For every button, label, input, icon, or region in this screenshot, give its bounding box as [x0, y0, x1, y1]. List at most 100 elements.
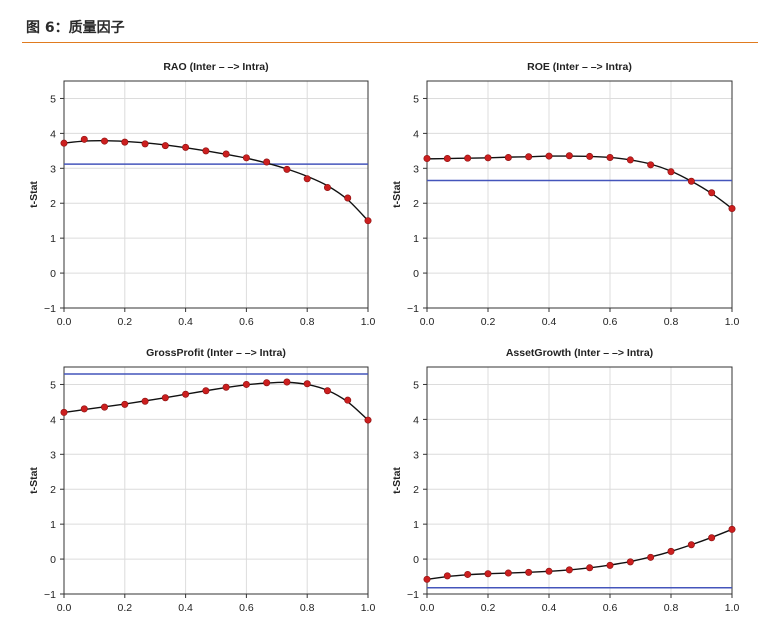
data-point	[504, 153, 512, 161]
y-axis-label: t-Stat	[28, 467, 40, 494]
axis-frame	[63, 80, 369, 309]
chart-panel-3: 0.0 0.2 0.4 0.6 0.8 1.0 −1 0 1 2 3 4 5 GrossProfit (I…	[28, 347, 375, 614]
data-point	[222, 383, 230, 391]
y-tick-label: 2	[50, 484, 56, 496]
fit-curve	[63, 139, 369, 222]
plot-area	[64, 367, 368, 594]
data-point	[323, 387, 331, 395]
data-point	[303, 380, 311, 388]
data-point	[423, 155, 431, 163]
data-point	[606, 153, 614, 161]
data-point	[161, 142, 169, 150]
data-point	[565, 152, 573, 160]
y-tick-label: 5	[413, 93, 419, 105]
data-point	[101, 137, 109, 145]
y-tick-label: 3	[413, 449, 419, 461]
chart-title: RAO (Inter – –> Intra)	[163, 61, 268, 73]
data-point	[708, 189, 716, 197]
x-tick-label: 0.2	[117, 316, 132, 328]
y-tick-label: 3	[50, 163, 56, 175]
data-point	[60, 139, 68, 147]
data-point	[60, 408, 68, 416]
data-point	[80, 405, 88, 413]
chart-panel-4: 0.0 0.2 0.4 0.6 0.8 1.0 −1 0 1 2 3 4 5 AssetGrowth (I…	[391, 347, 739, 614]
y-axis-label: t-Stat	[28, 181, 40, 208]
data-point	[626, 156, 634, 164]
y-tick-label: 5	[413, 379, 419, 391]
data-point	[364, 217, 372, 225]
x-tick-label: 0.8	[664, 602, 679, 614]
data-point	[423, 575, 431, 583]
y-tick-label: 4	[413, 128, 419, 140]
plot-area	[427, 367, 732, 594]
data-point	[647, 553, 655, 561]
data-point	[443, 155, 451, 163]
data-point	[141, 140, 149, 148]
x-tick-label: 0.4	[178, 602, 193, 614]
plot-area	[427, 81, 732, 308]
data-point	[545, 152, 553, 160]
fit-curve	[63, 381, 369, 421]
axis-frame	[426, 80, 733, 309]
x-tick-label: 0.6	[603, 602, 618, 614]
data-point	[161, 394, 169, 402]
data-point	[344, 194, 352, 202]
x-tick-label: 0.2	[117, 602, 132, 614]
data-point	[484, 570, 492, 578]
data-point	[303, 175, 311, 183]
data-point	[667, 547, 675, 555]
y-tick-label: 3	[50, 449, 56, 461]
x-tick-label: 1.0	[361, 316, 376, 328]
x-tick-label: 0.4	[542, 602, 557, 614]
data-point	[708, 534, 716, 542]
data-point	[364, 416, 372, 424]
data-point	[323, 184, 331, 192]
x-tick-label: 0.4	[542, 316, 557, 328]
y-tick-label: 2	[413, 198, 419, 210]
y-tick-label: −1	[44, 589, 56, 601]
data-point	[182, 390, 190, 398]
data-point	[202, 147, 210, 155]
y-tick-label: 3	[413, 163, 419, 175]
y-axis-label: t-Stat	[391, 181, 403, 208]
data-point	[202, 387, 210, 395]
chart-title: GrossProfit (Inter – –> Intra)	[146, 347, 286, 359]
y-tick-label: 1	[413, 519, 419, 531]
data-point	[545, 567, 553, 575]
x-tick-label: 0.0	[420, 316, 435, 328]
y-tick-label: −1	[44, 303, 56, 315]
y-tick-label: 0	[50, 268, 56, 280]
fit-curve	[426, 155, 733, 210]
x-tick-label: 1.0	[361, 602, 376, 614]
figure-header: 图 6：质量因子	[22, 8, 758, 43]
data-point	[687, 177, 695, 185]
y-tick-label: 4	[50, 414, 56, 426]
data-point	[464, 570, 472, 578]
x-tick-label: 0.0	[420, 602, 435, 614]
data-point	[344, 396, 352, 404]
data-point	[101, 403, 109, 411]
y-tick-label: 1	[50, 519, 56, 531]
y-tick-label: 5	[50, 379, 56, 391]
chart-panel-1: 0.0 0.2 0.4 0.6 0.8 1.0 −1 0 1 2 3 4 5 RAO (Inter – –…	[28, 61, 375, 328]
data-point	[263, 379, 271, 387]
x-tick-label: 0.8	[664, 316, 679, 328]
data-point	[586, 152, 594, 160]
x-tick-label: 1.0	[725, 316, 740, 328]
y-tick-label: 0	[413, 268, 419, 280]
y-tick-label: 4	[50, 128, 56, 140]
y-tick-label: −1	[407, 303, 419, 315]
data-point	[525, 153, 533, 161]
chart-title: AssetGrowth (Inter – –> Intra)	[506, 347, 653, 359]
data-point	[525, 568, 533, 576]
data-point	[728, 204, 736, 212]
axis-frame	[426, 366, 733, 595]
data-point	[121, 400, 129, 408]
y-tick-label: 1	[50, 233, 56, 245]
y-tick-label: 0	[413, 554, 419, 566]
data-point	[222, 150, 230, 158]
x-tick-label: 1.0	[725, 602, 740, 614]
data-point	[586, 564, 594, 572]
y-tick-label: 5	[50, 93, 56, 105]
